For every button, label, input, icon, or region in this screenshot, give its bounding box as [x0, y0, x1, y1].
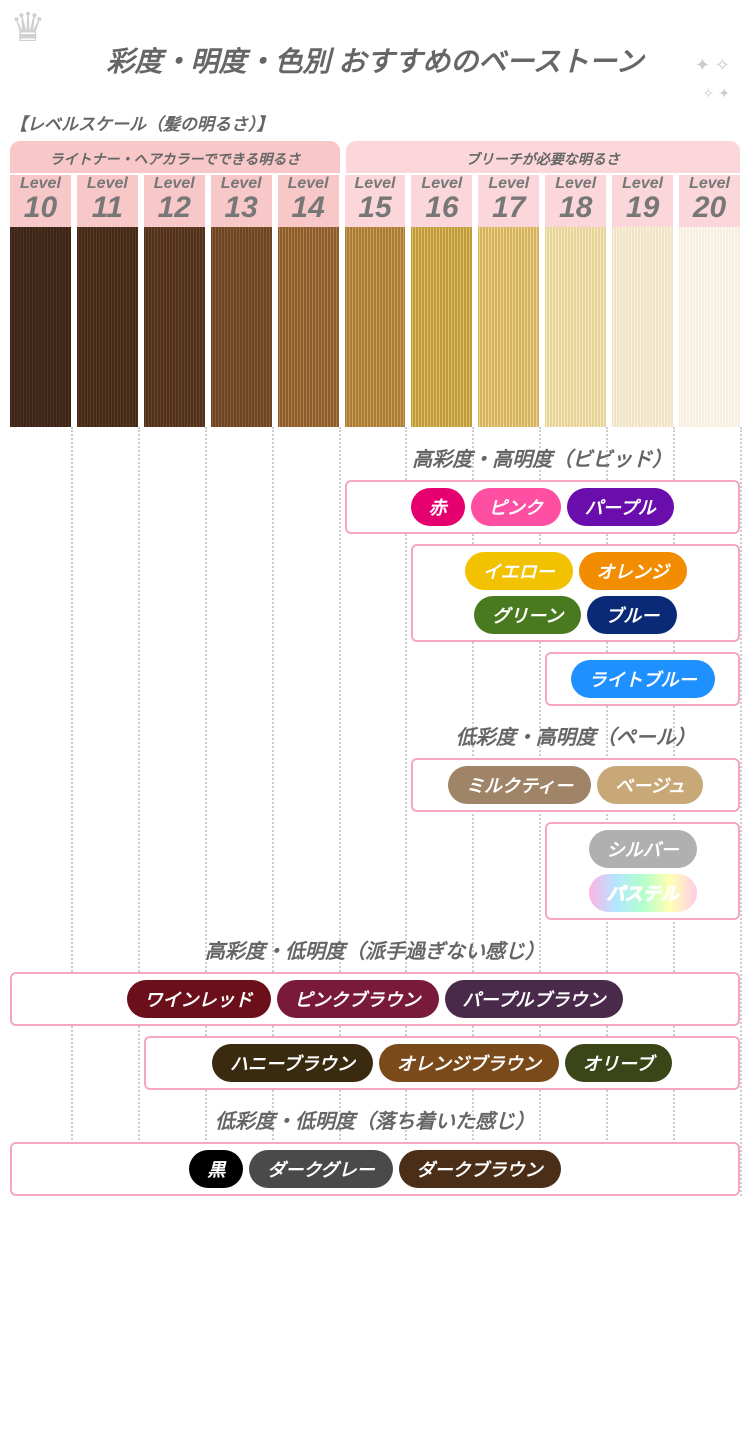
color-pill: オレンジ — [579, 552, 687, 590]
color-pill: パステル — [589, 874, 697, 912]
color-pill: オレンジブラウン — [379, 1044, 559, 1082]
color-pill: パープルブラウン — [445, 980, 624, 1018]
level-label: Level — [77, 175, 138, 193]
level-number: 19 — [612, 193, 673, 223]
color-row: 黒ダークグレーダークブラウン — [10, 1142, 740, 1196]
group-headers: ライトナー・ヘアカラーでできる明るさブリーチが必要な明るさ — [10, 141, 740, 173]
level-label: Level — [278, 175, 339, 193]
levels-row: Level10Level11Level12Level13Level14Level… — [10, 175, 740, 227]
section-title: 低彩度・高明度（ペール） — [411, 721, 740, 750]
level-number: 13 — [211, 193, 272, 223]
level-number: 20 — [679, 193, 740, 223]
hair-swatch — [478, 227, 539, 427]
level-label: Level — [411, 175, 472, 193]
level-label: Level — [345, 175, 406, 193]
level-number: 11 — [77, 193, 138, 223]
color-pill: グリーン — [474, 596, 581, 634]
color-row: ハニーブラウンオレンジブラウンオリーブ — [144, 1036, 740, 1090]
section-title: 低彩度・低明度（落ち着いた感じ） — [10, 1105, 740, 1134]
level-col: Level12 — [144, 175, 205, 227]
color-row: ミルクティーベージュ — [411, 758, 740, 812]
section-title: 高彩度・高明度（ビビッド） — [345, 443, 740, 472]
color-pill: ワインレッド — [127, 980, 271, 1018]
level-col: Level15 — [345, 175, 406, 227]
level-number: 15 — [345, 193, 406, 223]
level-col: Level13 — [211, 175, 272, 227]
header: ♛ ✦ ✧ ✧ ✦ 彩度・明度・色別 おすすめのベーストーン — [0, 0, 750, 110]
color-pill: ライトブルー — [571, 660, 715, 698]
color-pill: 赤 — [411, 488, 465, 526]
color-pill: シルバー — [589, 830, 697, 868]
rows-area: 高彩度・高明度（ビビッド） 赤ピンクパープルイエローオレンジグリーンブルーライトブ… — [10, 427, 740, 1196]
hair-swatch — [345, 227, 406, 427]
level-number: 17 — [478, 193, 539, 223]
hair-swatch — [545, 227, 606, 427]
level-number: 12 — [144, 193, 205, 223]
color-row: シルバーパステル — [545, 822, 740, 920]
section-title: 高彩度・低明度（派手過ぎない感じ） — [10, 935, 740, 964]
level-col: Level18 — [545, 175, 606, 227]
level-col: Level17 — [478, 175, 539, 227]
color-row: イエローオレンジグリーンブルー — [411, 544, 740, 642]
level-col: Level20 — [679, 175, 740, 227]
level-number: 14 — [278, 193, 339, 223]
hair-swatch — [278, 227, 339, 427]
level-col: Level16 — [411, 175, 472, 227]
color-pill: ベージュ — [597, 766, 703, 804]
color-pill: ピンクブラウン — [277, 980, 439, 1018]
hair-swatch — [77, 227, 138, 427]
color-row: 赤ピンクパープル — [345, 480, 740, 534]
level-number: 10 — [10, 193, 71, 223]
sparkle-icon: ✧ ✦ — [703, 85, 730, 102]
color-pill: 黒 — [189, 1150, 243, 1188]
level-number: 16 — [411, 193, 472, 223]
hair-swatch — [10, 227, 71, 427]
level-label: Level — [679, 175, 740, 193]
hair-swatch — [211, 227, 272, 427]
color-pill: ブルー — [587, 596, 677, 634]
sparkle-icon: ✦ ✧ — [695, 55, 730, 76]
level-label: Level — [545, 175, 606, 193]
color-pill: ピンク — [471, 488, 561, 526]
group-header: ブリーチが必要な明るさ — [346, 141, 740, 173]
level-number: 18 — [545, 193, 606, 223]
level-label: Level — [211, 175, 272, 193]
color-pill: オリーブ — [565, 1044, 672, 1082]
color-pill: ミルクティー — [448, 766, 591, 804]
page-title: 彩度・明度・色別 おすすめのベーストーン — [20, 40, 730, 80]
swatch-row — [10, 227, 740, 427]
level-label: Level — [612, 175, 673, 193]
hair-swatch — [144, 227, 205, 427]
color-pill: パープル — [567, 488, 674, 526]
grid-line — [138, 427, 140, 1196]
subtitle: 【レベルスケール（髪の明るさ）】 — [0, 110, 750, 141]
grid-line — [740, 427, 742, 1196]
hair-swatch — [411, 227, 472, 427]
hair-swatch — [612, 227, 673, 427]
color-pill: ダークグレー — [249, 1150, 392, 1188]
color-pill: ダークブラウン — [399, 1150, 561, 1188]
level-col: Level14 — [278, 175, 339, 227]
grid-line — [71, 427, 73, 1196]
level-col: Level11 — [77, 175, 138, 227]
chart: ライトナー・ヘアカラーでできる明るさブリーチが必要な明るさ Level10Lev… — [0, 141, 750, 1196]
color-row: ライトブルー — [545, 652, 740, 706]
color-row: ワインレッドピンクブラウンパープルブラウン — [10, 972, 740, 1026]
level-label: Level — [144, 175, 205, 193]
level-label: Level — [10, 175, 71, 193]
level-label: Level — [478, 175, 539, 193]
tiara-icon: ♛ — [10, 5, 46, 51]
level-col: Level19 — [612, 175, 673, 227]
group-header: ライトナー・ヘアカラーでできる明るさ — [10, 141, 340, 173]
level-col: Level10 — [10, 175, 71, 227]
color-pill: ハニーブラウン — [212, 1044, 373, 1082]
color-pill: イエロー — [465, 552, 573, 590]
hair-swatch — [679, 227, 740, 427]
